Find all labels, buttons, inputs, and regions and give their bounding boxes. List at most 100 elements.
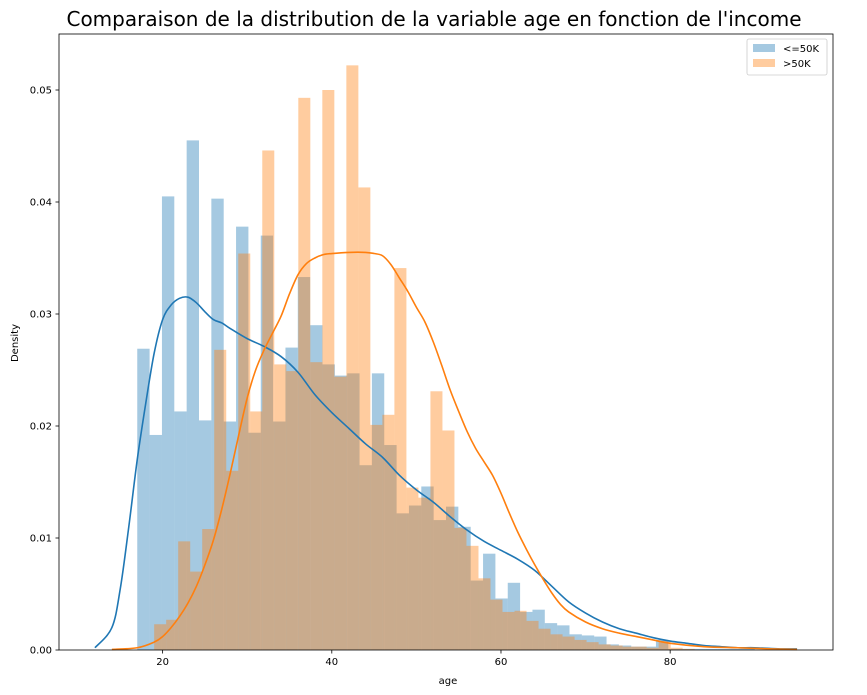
histogram-bar bbox=[334, 375, 348, 650]
histogram-bar bbox=[273, 421, 286, 650]
histogram-bar bbox=[606, 644, 619, 650]
histogram-bar bbox=[382, 414, 395, 650]
histogram-bar bbox=[433, 520, 446, 650]
histogram-bar bbox=[223, 421, 237, 650]
histogram-bar bbox=[297, 277, 311, 650]
histogram-bar bbox=[682, 648, 695, 650]
histogram-bar bbox=[574, 639, 587, 650]
histogram-bar bbox=[384, 445, 397, 650]
histogram-bar bbox=[634, 646, 647, 650]
histogram-bar bbox=[285, 347, 298, 650]
histogram-bar bbox=[581, 635, 595, 650]
legend-entry: >50K bbox=[783, 59, 811, 70]
histogram-bar bbox=[166, 619, 179, 650]
y-axis-ticks: 0.00 0.01 0.02 0.03 0.04 0.05 bbox=[30, 86, 59, 657]
histogram-bar bbox=[655, 639, 669, 650]
plot-background bbox=[59, 34, 833, 650]
histogram-bar bbox=[322, 90, 335, 650]
histogram-bar bbox=[346, 65, 359, 651]
series-bars-gt50k bbox=[154, 65, 695, 651]
histogram-bar bbox=[396, 513, 409, 650]
histogram-bar bbox=[248, 432, 261, 650]
histogram-bar bbox=[394, 268, 407, 650]
histogram-bar bbox=[250, 411, 263, 650]
histogram-bar bbox=[705, 648, 718, 650]
axes-frame bbox=[58, 33, 834, 651]
x-tick-label: 60 bbox=[495, 657, 508, 668]
histogram-bar bbox=[538, 628, 551, 650]
legend-box bbox=[746, 38, 828, 76]
histogram-bar bbox=[470, 580, 484, 650]
histogram-bar bbox=[274, 364, 287, 650]
histogram-bar bbox=[668, 648, 681, 650]
histogram-bar bbox=[154, 624, 167, 650]
y-tick-label: 0.04 bbox=[30, 198, 52, 209]
y-axis-label: Density bbox=[10, 324, 21, 362]
histogram-bar bbox=[298, 97, 311, 651]
histogram-bar bbox=[730, 648, 743, 650]
y-tick-label: 0.02 bbox=[30, 422, 52, 433]
histogram-bar bbox=[178, 541, 191, 650]
legend-swatch bbox=[753, 44, 775, 52]
histogram-bar bbox=[586, 642, 599, 650]
kde-lines bbox=[94, 251, 798, 651]
histogram-bar bbox=[454, 527, 467, 650]
histogram-bar bbox=[466, 545, 479, 650]
histogram-bar bbox=[520, 611, 533, 650]
histogram-bar bbox=[526, 620, 539, 650]
histogram-bar bbox=[742, 648, 755, 650]
plot-area bbox=[59, 34, 833, 650]
histogram-bar bbox=[532, 609, 545, 650]
histogram-bar bbox=[226, 470, 239, 650]
axes bbox=[58, 33, 834, 651]
histogram-bar bbox=[149, 434, 162, 650]
histogram-bar bbox=[334, 376, 347, 650]
histogram-bar bbox=[631, 646, 644, 650]
histogram-bar bbox=[371, 373, 385, 650]
x-axis-label: age bbox=[439, 676, 458, 687]
histogram-bar bbox=[643, 646, 656, 650]
kde-line bbox=[111, 251, 798, 651]
histogram-bar bbox=[618, 645, 632, 650]
histogram-bar bbox=[202, 529, 215, 650]
y-tick-label: 0.00 bbox=[30, 646, 52, 657]
histogram-bar bbox=[199, 420, 212, 650]
histogram-bar bbox=[502, 611, 515, 650]
histogram-bar bbox=[514, 610, 527, 650]
histogram-bar bbox=[680, 648, 693, 650]
histogram-bar bbox=[174, 411, 187, 650]
histogram-bar bbox=[418, 497, 431, 650]
histogram-bar bbox=[458, 526, 471, 650]
legend: <=50K >50K bbox=[746, 38, 828, 76]
histogram-bar bbox=[483, 553, 496, 650]
histogram-bar bbox=[238, 253, 251, 650]
histogram-bar bbox=[262, 150, 275, 651]
histogram-bar bbox=[442, 430, 455, 650]
histogram-bar bbox=[137, 348, 150, 650]
histogram-bar bbox=[322, 364, 335, 650]
histogram-bar bbox=[717, 648, 731, 650]
chart-title: Comparaison de la distribution de la var… bbox=[66, 7, 801, 31]
histogram-bar bbox=[446, 506, 459, 650]
series-bars-le50k bbox=[137, 140, 755, 650]
legend-entry: <=50K bbox=[783, 44, 819, 55]
histogram-bar bbox=[347, 373, 360, 650]
y-tick-label: 0.01 bbox=[30, 534, 52, 545]
histogram-bar bbox=[550, 634, 563, 650]
x-tick-label: 80 bbox=[664, 657, 677, 668]
histogram-bar bbox=[310, 362, 323, 650]
histogram-bar bbox=[190, 571, 203, 650]
kde-line bbox=[94, 296, 798, 650]
histogram-bar bbox=[161, 196, 175, 650]
histogram-bar bbox=[646, 647, 659, 650]
histogram-bar bbox=[478, 578, 491, 650]
histogram-bar bbox=[495, 598, 508, 650]
histogram-bar bbox=[610, 645, 623, 650]
histogram-bar bbox=[408, 505, 422, 650]
x-tick-label: 20 bbox=[156, 657, 169, 668]
histogram-bar bbox=[370, 424, 383, 650]
histogram-bar bbox=[507, 582, 521, 650]
x-tick-label: 40 bbox=[325, 657, 338, 668]
histogram-bar bbox=[622, 646, 635, 650]
